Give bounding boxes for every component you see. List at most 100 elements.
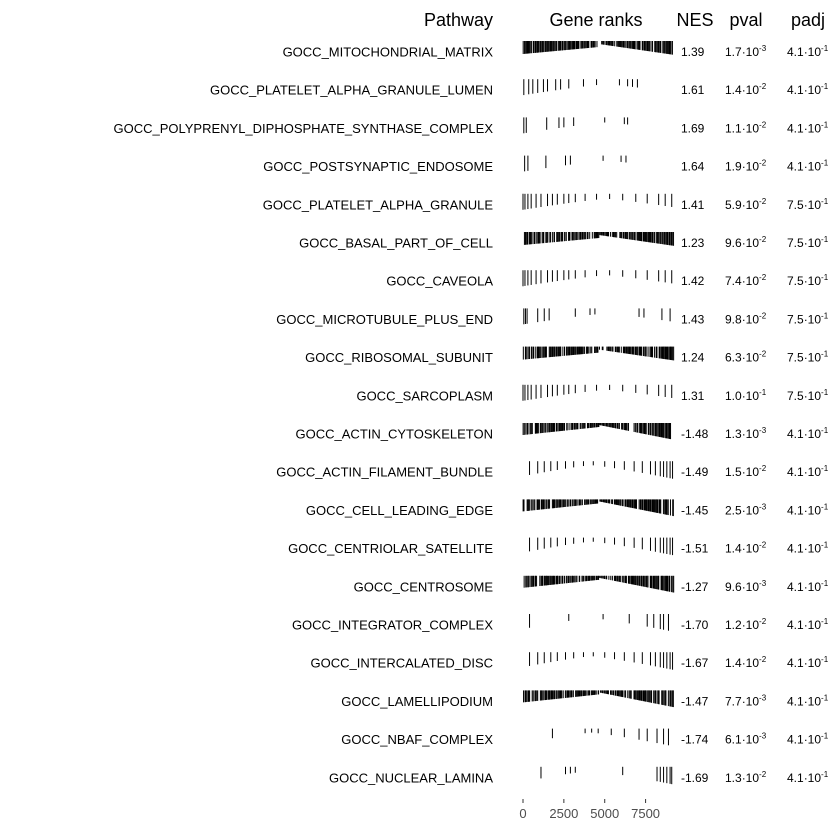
nes-value: -1.74 — [681, 733, 709, 747]
pathway-label: GOCC_NUCLEAR_LAMINA — [329, 770, 493, 785]
padj-exponent: -1 — [821, 120, 829, 129]
pathway-label: GOCC_POLYPRENYL_DIPHOSPHATE_SYNTHASE_COM… — [113, 121, 493, 136]
pval-value: 1.4·10-2 — [725, 82, 767, 97]
pval-exponent: -2 — [759, 82, 767, 91]
pval-exponent: -3 — [759, 502, 767, 511]
padj-value: 7.5·10-1 — [787, 235, 829, 250]
padj-value: 4.1·10-1 — [787, 44, 829, 59]
pval-times: ·10 — [742, 503, 760, 517]
pval-value: 1.0·10-1 — [725, 388, 767, 403]
padj-times: ·10 — [804, 580, 822, 594]
pval-value: 1.3·10-3 — [725, 426, 767, 441]
pathway-row: GOCC_CELL_LEADING_EDGE -1.45 2.5·10-3 4.1·1… — [306, 499, 829, 518]
padj-mantissa: 4.1 — [787, 771, 804, 785]
padj-mantissa: 4.1 — [787, 465, 804, 479]
pathway-rows: GOCC_MITOCHONDRIAL_MATRIX 1.39 1.7·10-3 4.1… — [113, 41, 829, 785]
padj-value: 4.1·10-1 — [787, 617, 829, 632]
padj-times: ·10 — [804, 465, 822, 479]
pval-times: ·10 — [742, 236, 760, 250]
gene-rank-ticks — [524, 155, 627, 172]
pathway-label: GOCC_CENTROSOME — [354, 579, 494, 594]
pathway-row: GOCC_POLYPRENYL_DIPHOSPHATE_SYNTHASE_COM… — [113, 117, 829, 136]
nes-value: -1.47 — [681, 694, 709, 708]
padj-mantissa: 4.1 — [787, 542, 804, 556]
nes-value: 1.69 — [681, 121, 705, 135]
nes-value: -1.45 — [681, 503, 709, 517]
pathway-row: GOCC_ACTIN_CYTOSKELETON -1.48 1.3·10-3 4.1·… — [296, 423, 829, 442]
padj-value: 4.1·10-1 — [787, 120, 829, 135]
pval-mantissa: 1.1 — [725, 121, 742, 135]
padj-mantissa: 4.1 — [787, 503, 804, 517]
padj-exponent: -1 — [821, 311, 829, 320]
nes-value: -1.67 — [681, 656, 709, 670]
pathway-row: GOCC_POSTSYNAPTIC_ENDOSOME 1.64 1.9·10-2 4.… — [263, 155, 829, 174]
pathway-row: GOCC_CAVEOLA 1.42 7.4·10-2 7.5·10-1 — [386, 270, 829, 289]
gene-rank-ticks — [523, 79, 638, 96]
nes-value: 1.42 — [681, 274, 705, 288]
pval-mantissa: 1.7 — [725, 45, 742, 59]
pval-mantissa: 7.4 — [725, 274, 742, 288]
pval-mantissa: 9.6 — [725, 580, 742, 594]
pval-times: ·10 — [742, 618, 760, 632]
padj-value: 4.1·10-1 — [787, 693, 829, 708]
padj-value: 4.1·10-1 — [787, 732, 829, 747]
padj-exponent: -1 — [821, 693, 829, 702]
header-nes: NES — [676, 10, 713, 30]
pval-value: 5.9·10-2 — [725, 197, 767, 212]
pathway-row: GOCC_NBAF_COMPLEX -1.74 6.1·10-3 4.1·10-1 — [341, 728, 829, 747]
pathway-row: GOCC_CENTRIOLAR_SATELLITE -1.51 1.4·10-2 4.… — [288, 537, 829, 556]
pathway-row: GOCC_ACTIN_FILAMENT_BUNDLE -1.49 1.5·10-2 4… — [276, 461, 829, 480]
nes-value: 1.24 — [681, 351, 705, 365]
padj-exponent: -1 — [821, 426, 829, 435]
pathway-row: GOCC_INTEGRATOR_COMPLEX -1.70 1.2·10-2 4.1·… — [292, 614, 829, 633]
pval-times: ·10 — [742, 274, 760, 288]
pval-exponent: -2 — [759, 770, 767, 779]
padj-value: 7.5·10-1 — [787, 197, 829, 212]
pathway-label: GOCC_PLATELET_ALPHA_GRANULE — [263, 197, 494, 212]
padj-mantissa: 4.1 — [787, 427, 804, 441]
pathway-label: GOCC_CENTRIOLAR_SATELLITE — [288, 541, 493, 556]
header-gene-ranks: Gene ranks — [549, 10, 642, 30]
pval-value: 1.4·10-2 — [725, 655, 767, 670]
header-padj: padj — [791, 10, 825, 30]
pval-mantissa: 6.1 — [725, 733, 742, 747]
pval-value: 1.4·10-2 — [725, 541, 767, 556]
header-pathway: Pathway — [424, 10, 493, 30]
pval-mantissa: 1.4 — [725, 656, 742, 670]
pval-exponent: -2 — [759, 197, 767, 206]
padj-value: 7.5·10-1 — [787, 388, 829, 403]
padj-exponent: -1 — [821, 770, 829, 779]
padj-exponent: -1 — [821, 44, 829, 53]
pval-value: 1.5·10-2 — [725, 464, 767, 479]
column-headers: Pathway Gene ranks NES pval padj — [424, 10, 825, 30]
padj-mantissa: 7.5 — [787, 236, 804, 250]
pathway-row: GOCC_NUCLEAR_LAMINA -1.69 1.3·10-2 4.1·10-1 — [329, 766, 829, 785]
padj-value: 4.1·10-1 — [787, 159, 829, 174]
pval-exponent: -2 — [759, 464, 767, 473]
pathway-label: GOCC_INTERCALATED_DISC — [310, 656, 493, 671]
pathway-row: GOCC_PLATELET_ALPHA_GRANULE 1.41 5.9·10-2 7… — [263, 193, 829, 212]
pval-exponent: -2 — [759, 350, 767, 359]
padj-exponent: -1 — [821, 197, 829, 206]
nes-value: 1.64 — [681, 160, 705, 174]
padj-times: ·10 — [804, 618, 822, 632]
padj-exponent: -1 — [821, 350, 829, 359]
pval-times: ·10 — [742, 160, 760, 174]
gene-rank-ticks — [523, 308, 671, 325]
pval-mantissa: 9.8 — [725, 312, 742, 326]
padj-times: ·10 — [804, 121, 822, 135]
gene-rank-ticks — [522, 384, 673, 401]
nes-value: -1.48 — [681, 427, 709, 441]
pval-exponent: -3 — [759, 44, 767, 53]
pathway-label: GOCC_ACTIN_CYTOSKELETON — [296, 427, 493, 442]
pval-times: ·10 — [742, 121, 760, 135]
pval-mantissa: 2.5 — [725, 503, 742, 517]
nes-value: 1.23 — [681, 236, 705, 250]
pval-exponent: -2 — [759, 273, 767, 282]
padj-times: ·10 — [804, 160, 822, 174]
x-axis-tick-label: 5000 — [590, 806, 619, 821]
padj-mantissa: 4.1 — [787, 83, 804, 97]
padj-value: 4.1·10-1 — [787, 502, 829, 517]
padj-exponent: -1 — [821, 82, 829, 91]
padj-exponent: -1 — [821, 388, 829, 397]
